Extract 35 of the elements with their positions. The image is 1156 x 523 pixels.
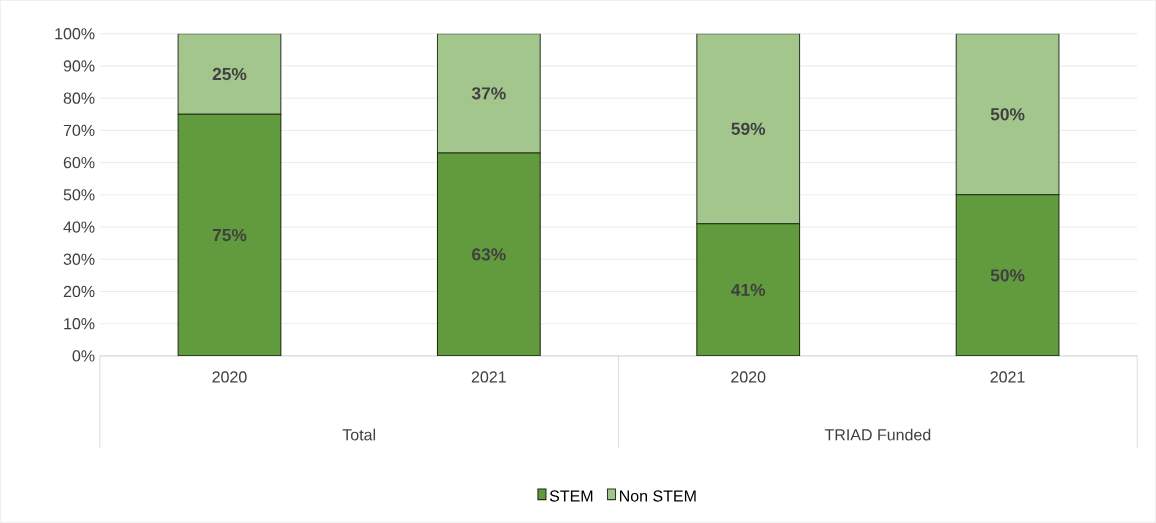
y-tick-label: 0% bbox=[72, 350, 95, 362]
bar bbox=[436, 152, 541, 357]
x-tick-label: 2021 bbox=[471, 371, 506, 383]
bar bbox=[177, 33, 282, 115]
y-tick-label: 90% bbox=[63, 60, 95, 72]
y-tick-label: 30% bbox=[63, 253, 95, 266]
y-tick-label: 20% bbox=[63, 285, 95, 298]
bar bbox=[955, 194, 1060, 357]
y-tick-label: 50% bbox=[63, 189, 95, 201]
bar bbox=[436, 33, 541, 154]
data-label: 37% bbox=[471, 87, 506, 100]
y-tick-label: 60% bbox=[63, 157, 95, 169]
x-tick-label: 2020 bbox=[212, 371, 247, 383]
data-label: 50% bbox=[990, 269, 1025, 282]
y-tick-label: 40% bbox=[63, 221, 95, 233]
text: TRIAD Funded bbox=[824, 428, 931, 441]
legend-label: Non STEM bbox=[620, 490, 696, 502]
data-label: 63% bbox=[472, 248, 506, 261]
y-tick-label: 10% bbox=[64, 318, 95, 330]
y-tick-label: 70% bbox=[63, 124, 95, 137]
data-label: 59% bbox=[731, 122, 766, 136]
data-label: 41% bbox=[731, 283, 766, 297]
text: Total bbox=[342, 428, 376, 441]
bar bbox=[696, 33, 801, 225]
bar bbox=[955, 33, 1060, 196]
y-tick-label: 100% bbox=[55, 28, 95, 40]
data-label: 75% bbox=[212, 229, 247, 242]
y-tick-label: 80% bbox=[63, 92, 95, 104]
legend-label: STEM bbox=[549, 490, 593, 502]
x-tick-label: 2020 bbox=[731, 371, 766, 383]
bar bbox=[177, 113, 282, 357]
x-tick-label: 2021 bbox=[990, 371, 1025, 383]
bar bbox=[696, 223, 801, 357]
data-label: 50% bbox=[990, 108, 1025, 121]
data-label: 25% bbox=[212, 68, 247, 81]
